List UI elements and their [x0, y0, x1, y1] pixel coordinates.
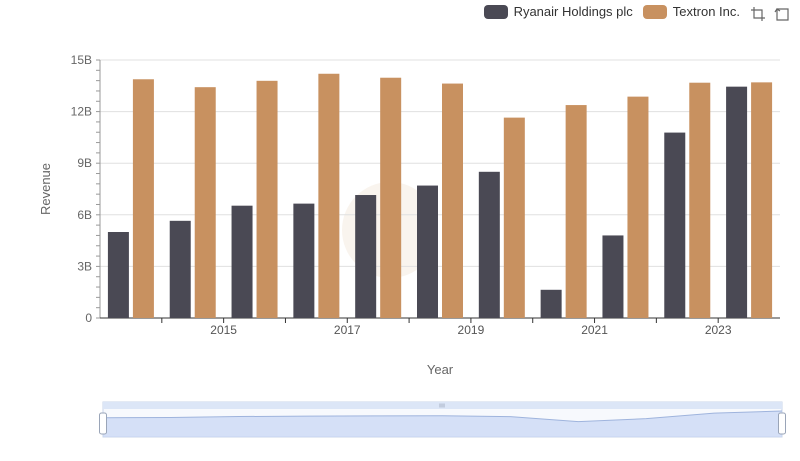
y-tick-label: 15B — [71, 53, 92, 67]
bar-textron[interactable] — [132, 79, 154, 318]
y-axis-title: Revenue — [38, 163, 53, 215]
legend-item-textron[interactable]: Textron Inc. — [642, 4, 740, 19]
datazoom-preview-area — [103, 411, 782, 437]
bar-ryanair[interactable] — [417, 185, 438, 318]
y-tick-label: 12B — [71, 105, 92, 119]
bar-textron[interactable] — [318, 73, 340, 318]
bar-ryanair[interactable] — [478, 171, 500, 318]
datazoom-preview-line — [102, 410, 783, 423]
legend-swatch-textron — [642, 4, 667, 19]
y-tick-label: 0 — [85, 311, 92, 325]
bar-ryanair[interactable] — [602, 235, 624, 318]
datazoom-top-bar[interactable] — [103, 402, 782, 409]
bar-ryanair[interactable] — [231, 205, 253, 318]
bar-textron[interactable] — [503, 117, 525, 319]
bar-textron[interactable] — [194, 87, 216, 319]
x-tick-label: 2015 — [210, 323, 237, 337]
legend-swatch-ryanair — [483, 4, 508, 19]
legend-label-ryanair: Ryanair Holdings plc — [513, 4, 633, 19]
x-tick-label: 2017 — [334, 323, 361, 337]
bar-ryanair[interactable] — [107, 232, 129, 318]
legend-label-textron: Textron Inc. — [672, 4, 740, 19]
bar-textron[interactable] — [565, 105, 587, 319]
toolbox — [750, 6, 790, 22]
bar-ryanair[interactable] — [540, 289, 562, 318]
legend: Ryanair Holdings plc Textron Inc. — [483, 4, 740, 19]
bar-ryanair[interactable] — [355, 195, 377, 318]
bar-textron[interactable] — [442, 83, 463, 319]
bar-textron[interactable] — [627, 96, 649, 318]
x-axis-title: Year — [427, 362, 454, 377]
bar-ryanair[interactable] — [664, 132, 686, 318]
x-tick-label: 2021 — [581, 323, 608, 337]
bar-ryanair[interactable] — [169, 220, 191, 318]
x-tick-label: 2019 — [458, 323, 485, 337]
bar-ryanair[interactable] — [726, 86, 748, 318]
bar-textron[interactable] — [380, 77, 402, 318]
y-tick-label: 9B — [77, 156, 92, 170]
zoom-select-icon[interactable] — [750, 6, 766, 22]
y-tick-label: 3B — [77, 259, 92, 273]
bar-textron[interactable] — [751, 82, 773, 318]
y-tick-label: 6B — [77, 208, 92, 222]
x-tick-label: 2023 — [705, 323, 732, 337]
datazoom-handle-left[interactable] — [99, 412, 107, 435]
bar-textron[interactable] — [256, 80, 278, 318]
datazoom-handle-right[interactable] — [778, 412, 786, 435]
legend-item-ryanair[interactable]: Ryanair Holdings plc — [483, 4, 633, 19]
bar-ryanair[interactable] — [293, 203, 315, 318]
restore-icon[interactable] — [774, 6, 790, 22]
bar-textron[interactable] — [689, 82, 711, 318]
